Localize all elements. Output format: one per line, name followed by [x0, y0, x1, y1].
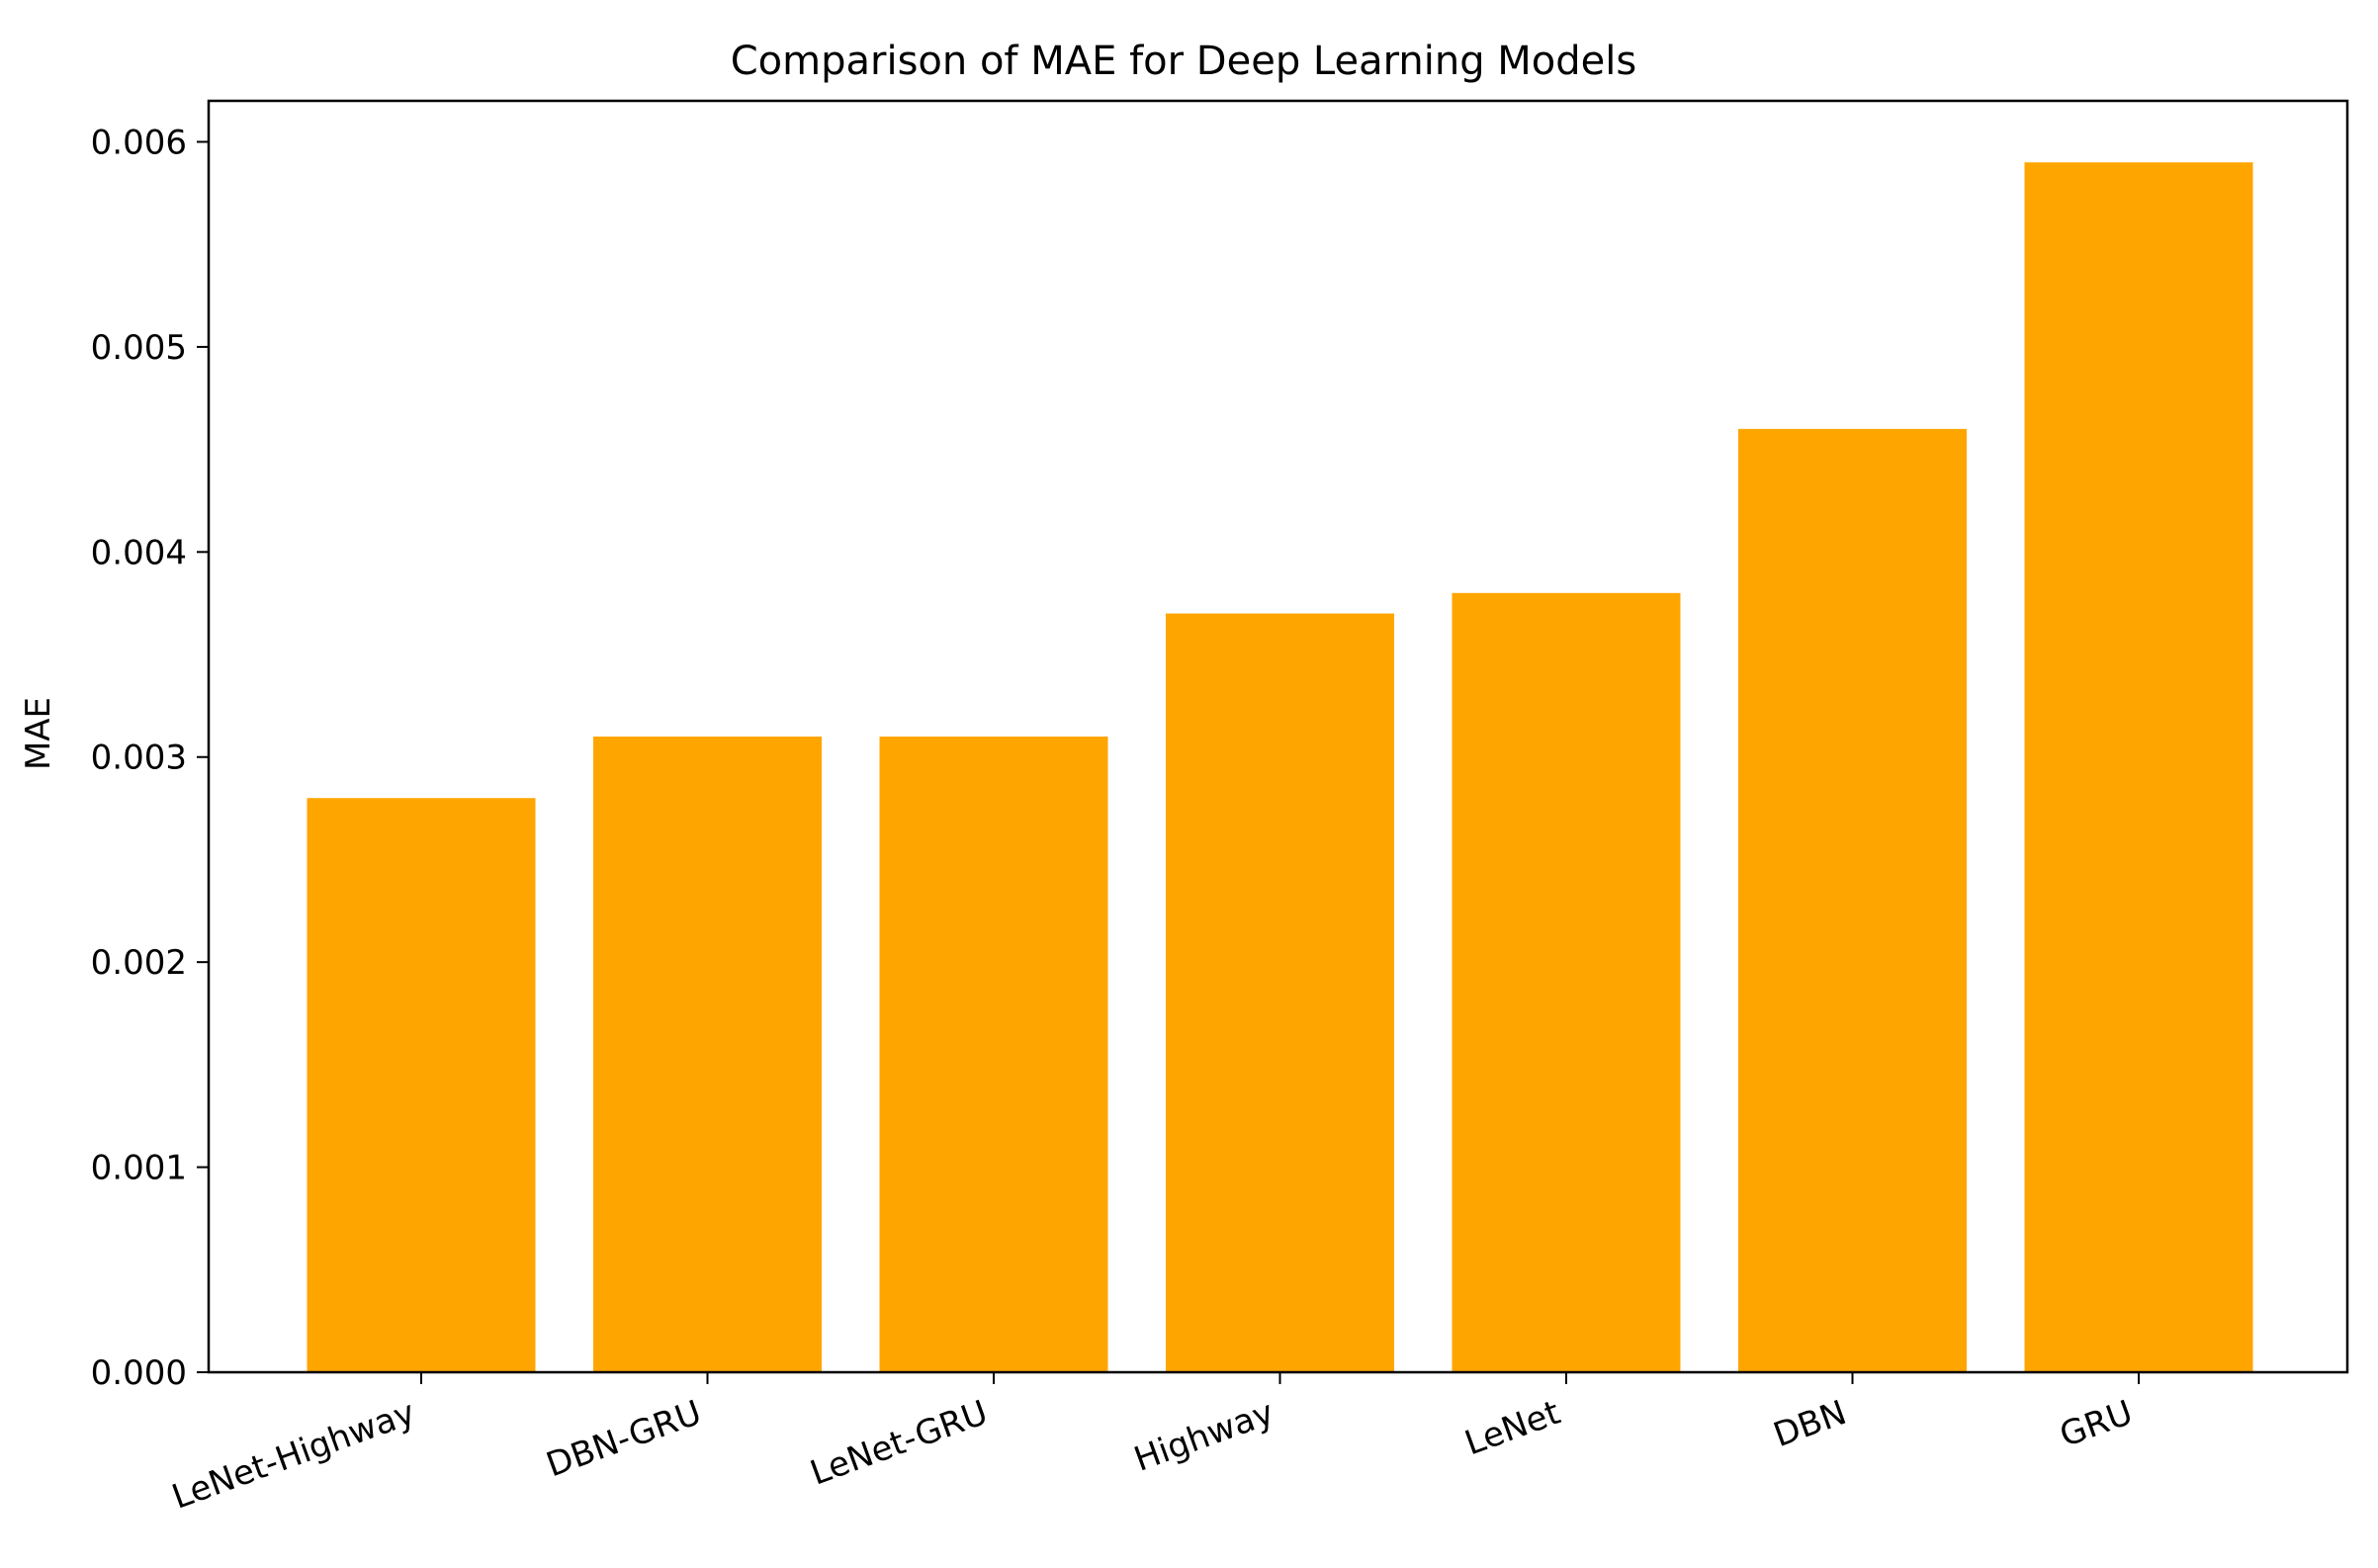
y-tick-label: 0.003 — [91, 739, 187, 778]
plot-frame — [207, 99, 2349, 1374]
y-tick-label: 0.005 — [91, 328, 187, 368]
y-tick-label: 0.000 — [91, 1353, 187, 1393]
y-tick-label: 0.002 — [91, 943, 187, 983]
y-axis-label: MAE — [19, 697, 58, 770]
bar-dbn-gru — [593, 737, 822, 1372]
bar-highway — [1166, 613, 1394, 1372]
bar-lenet-highway — [307, 798, 536, 1372]
bar-lenet-gru — [879, 737, 1108, 1372]
y-tick-label: 0.006 — [91, 123, 187, 162]
bar-gru — [2024, 162, 2253, 1372]
bar-dbn — [1738, 428, 1967, 1372]
chart-title: Comparison of MAE for Deep Learning Mode… — [731, 39, 1636, 84]
y-tick-label: 0.001 — [91, 1149, 187, 1188]
bars-group — [307, 162, 2253, 1372]
y-tick-label: 0.004 — [91, 533, 187, 572]
y-axis-ticks: 0.000 0.001 0.002 0.003 0.004 0.005 0.006 — [91, 123, 209, 1393]
bar-lenet — [1452, 592, 1681, 1372]
